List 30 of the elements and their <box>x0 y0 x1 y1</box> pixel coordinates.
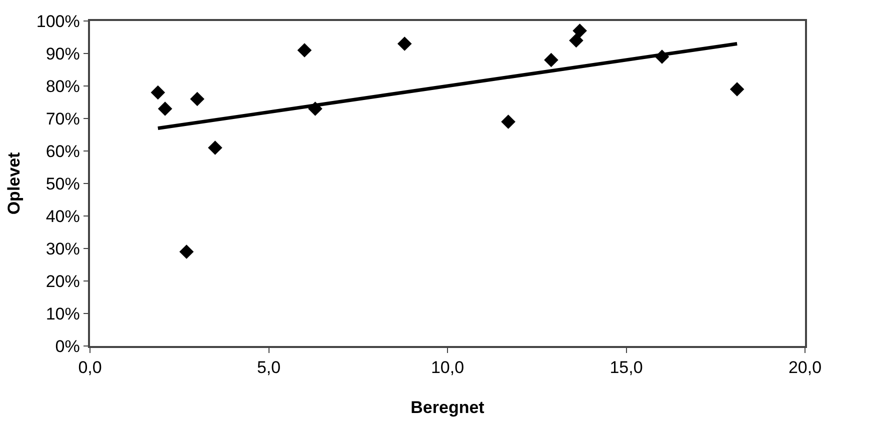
point <box>150 85 166 100</box>
point <box>730 82 744 96</box>
point <box>158 102 172 116</box>
y-tick-label: 60% <box>46 142 80 161</box>
y-tick-label: 80% <box>46 76 80 96</box>
x-tick-label: 15,0 <box>610 358 643 378</box>
point <box>397 36 412 51</box>
y-tick-label: 100% <box>36 12 80 31</box>
point <box>179 244 194 259</box>
y-tick-label: 30% <box>46 239 80 258</box>
x-tick-label: 5,0 <box>256 358 281 378</box>
point <box>297 43 312 58</box>
x-tick-label: 0,0 <box>78 358 102 378</box>
point <box>544 52 558 68</box>
x-tick-label: 10,0 <box>430 358 464 378</box>
point <box>190 92 204 106</box>
y-axis-title: Oplevet <box>4 152 24 215</box>
x-axis-title: Beregnet <box>410 398 485 418</box>
x-tick-label: 20,0 <box>788 358 822 378</box>
y-tick-label: 20% <box>46 272 80 291</box>
point <box>569 33 584 48</box>
y-tick-label: 0% <box>55 336 80 356</box>
y-tick-label: 10% <box>46 304 80 324</box>
y-tick-label: 40% <box>46 206 80 226</box>
point <box>572 24 587 38</box>
y-tick-label: 50% <box>46 174 80 194</box>
point <box>501 114 516 129</box>
y-tick-label: 90% <box>46 44 80 64</box>
y-tick-label: 70% <box>46 109 80 128</box>
point <box>208 140 222 155</box>
